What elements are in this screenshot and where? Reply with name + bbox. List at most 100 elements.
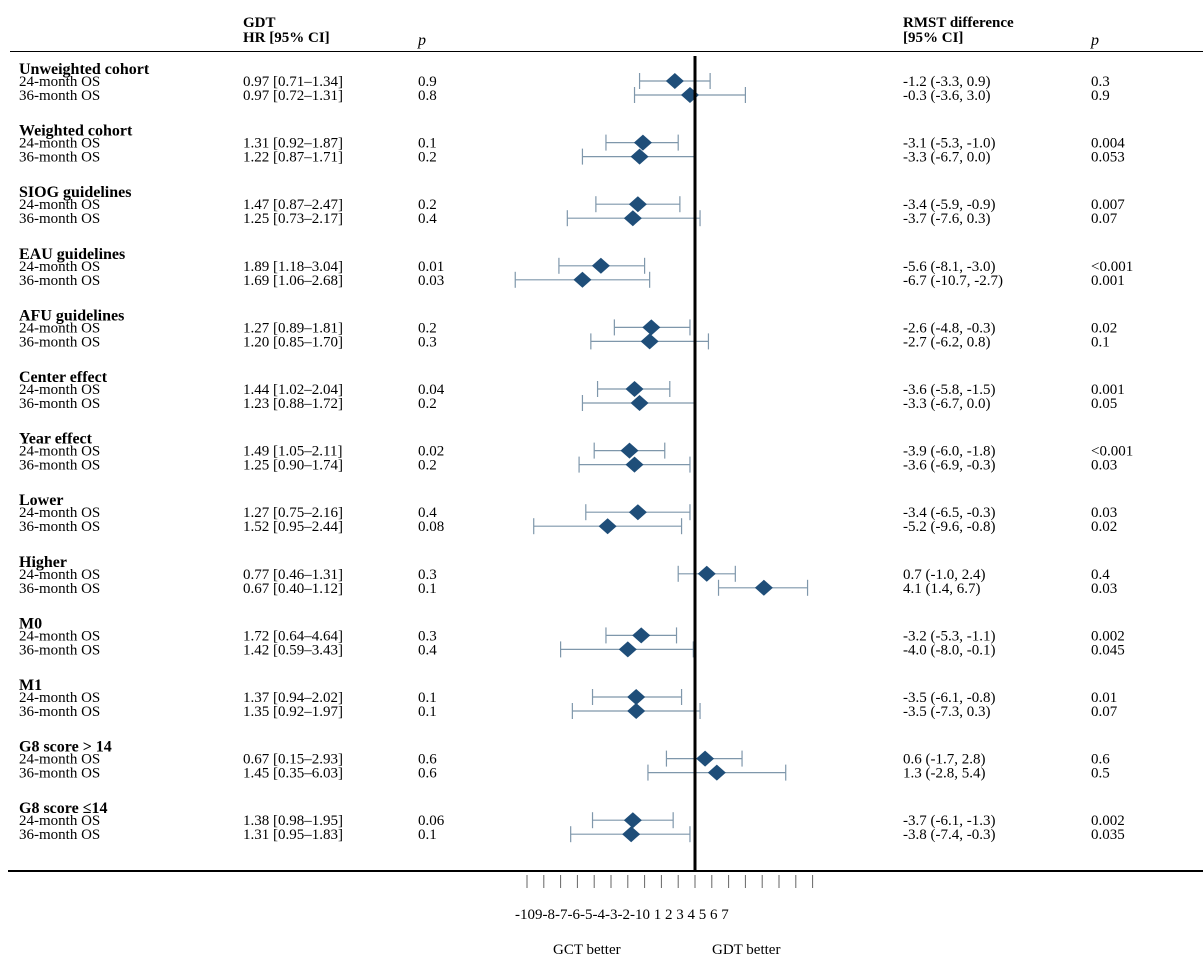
hr-p-value: 0.04 [418,382,445,398]
rmst-ci-value: 4.1 (1.4, 6.7) [903,581,981,597]
rmst-p-value: 0.3 [1091,74,1110,90]
group-title: M0 [19,615,42,632]
row-label: 36-month OS [19,211,100,227]
group-title: G8 score ≤14 [19,800,107,817]
hr-ci-value: 0.67 [0.40–1.12] [243,581,343,597]
estimate-marker [623,812,642,829]
rmst-ci-value: -2.6 (-4.8, -0.3) [903,320,995,336]
rmst-p-value: 0.002 [1091,628,1125,644]
rmst-p-value: 0.07 [1091,704,1118,720]
estimate-marker [618,641,637,658]
rmst-p-value: <0.001 [1091,444,1133,460]
rmst-p-value: 0.007 [1091,197,1125,213]
x-tick-labels: -109-8-7-6-5-4-3-2-10 1 2 3 4 5 6 7 [515,907,729,923]
hr-ci-value: 1.72 [0.64–4.64] [243,628,343,644]
estimate-marker [665,73,684,89]
hr-ci-value: 1.38 [0.98–1.95] [243,813,343,829]
hr-ci-value: 1.31 [0.95–1.83] [243,827,343,843]
hr-ci-value: 1.49 [1.05–2.11] [243,444,342,460]
row-label: 24-month OS [19,690,100,706]
hr-p-value: 0.1 [418,581,437,597]
hr-p-value: 0.3 [418,628,437,644]
hr-ci-value: 0.77 [0.46–1.31] [243,567,343,583]
rmst-ci-value: -3.1 (-5.3, -1.0) [903,136,995,152]
hr-p-value: 0.4 [418,505,437,521]
rmst-p-value: 0.01 [1091,690,1117,706]
group-title: AFU guidelines [19,307,124,324]
rmst-ci-value: -0.3 (-3.6, 3.0) [903,88,990,104]
hr-p-value: 0.4 [418,642,437,658]
row-label: 36-month OS [19,88,100,104]
hr-ci-value: 1.52 [0.95–2.44] [243,519,343,535]
hr-ci-value: 1.47 [0.87–2.47] [243,197,343,213]
hr-p-value: 0.3 [418,334,437,350]
rmst-ci-value: -3.7 (-7.6, 0.3) [903,211,990,227]
estimate-marker [697,565,716,582]
estimate-marker [622,826,641,843]
rmst-p-value: 0.5 [1091,766,1110,782]
rmst-ci-value: -3.2 (-5.3, -1.1) [903,628,995,644]
rmst-p-value: 0.045 [1091,642,1125,658]
hr-p-value: 0.1 [418,136,437,152]
rmst-p-value: 0.053 [1091,150,1125,166]
row-label: 36-month OS [19,766,100,782]
rmst-ci-value: -6.7 (-10.7, -2.7) [903,273,1003,289]
rmst-ci-value: -3.3 (-6.7, 0.0) [903,396,990,412]
row-label: 24-month OS [19,505,100,521]
hr-ci-value: 1.23 [0.88–1.72] [243,396,343,412]
row-label: 36-month OS [19,704,100,720]
left-favour-label: GCT better [553,942,621,958]
estimate-marker [707,764,726,781]
header-p-hr: p [418,32,426,49]
hr-ci-value: 1.22 [0.87–1.71] [243,150,343,166]
rmst-p-value: 0.001 [1091,273,1125,289]
hr-ci-value: 1.69 [1.06–2.68] [243,273,343,289]
rmst-ci-value: -3.6 (-5.8, -1.5) [903,382,995,398]
header-hr-ci: HR [95% CI] [243,30,330,46]
rmst-ci-value: 0.6 (-1.7, 2.8) [903,752,986,768]
hr-ci-value: 1.27 [0.75–2.16] [243,505,343,521]
estimate-marker [598,518,617,535]
hr-p-value: 0.2 [418,458,437,474]
row-label: 24-month OS [19,752,100,768]
row-label: 24-month OS [19,813,100,829]
rmst-ci-value: -2.7 (-6.2, 0.8) [903,334,990,350]
row-label: 36-month OS [19,273,100,289]
group-title: SIOG guidelines [19,184,131,201]
hr-ci-value: 1.45 [0.35–6.03] [243,766,343,782]
group-title: M1 [19,677,42,694]
rmst-ci-value: -5.6 (-8.1, -3.0) [903,259,995,275]
group-title: G8 score > 14 [19,739,112,756]
hr-p-value: 0.06 [418,813,445,829]
estimate-marker [625,456,644,473]
hr-ci-value: 1.27 [0.89–1.81] [243,320,343,336]
row-label: 24-month OS [19,197,100,213]
hr-p-value: 0.1 [418,690,437,706]
group-title: Higher [19,554,67,571]
header-p-rmst: p [1091,32,1099,49]
rmst-ci-value: -3.4 (-6.5, -0.3) [903,505,995,521]
hr-ci-value: 1.44 [1.02–2.04] [243,382,343,398]
rmst-p-value: 0.002 [1091,813,1125,829]
hr-ci-value: 0.97 [0.72–1.31] [243,88,343,104]
estimate-marker [754,579,773,596]
hr-p-value: 0.1 [418,704,437,720]
rmst-p-value: 0.05 [1091,396,1117,412]
header-rule [10,51,1203,52]
hr-ci-value: 1.35 [0.92–1.97] [243,704,343,720]
estimate-marker [625,381,644,397]
rmst-ci-value: -3.3 (-6.7, 0.0) [903,150,990,166]
rmst-p-value: 0.6 [1091,752,1110,768]
hr-p-value: 0.01 [418,259,444,275]
row-label: 24-month OS [19,259,100,275]
row-label: 24-month OS [19,382,100,398]
row-label: 36-month OS [19,334,100,350]
group-title: EAU guidelines [19,246,125,263]
group-title: Unweighted cohort [19,61,150,78]
hr-p-value: 0.02 [418,444,444,460]
row-label: 24-month OS [19,74,100,90]
rmst-ci-value: 0.7 (-1.0, 2.4) [903,567,986,583]
row-label: 24-month OS [19,628,100,644]
